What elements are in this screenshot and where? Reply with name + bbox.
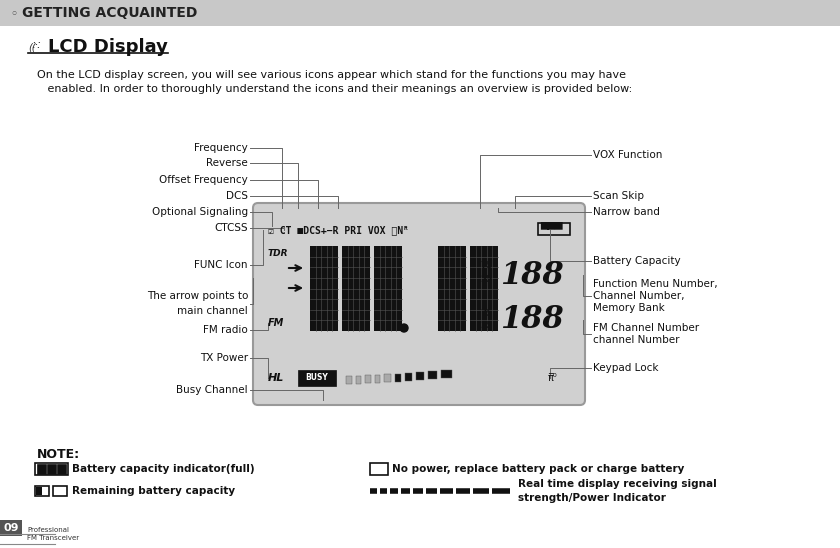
Bar <box>47 464 56 474</box>
Text: FUNC Icon: FUNC Icon <box>195 260 248 270</box>
Text: NOTE:: NOTE: <box>37 448 80 461</box>
Text: ◦: ◦ <box>10 8 17 18</box>
Text: Real time display receiving signal: Real time display receiving signal <box>518 479 717 489</box>
Bar <box>438 246 466 331</box>
Text: GETTING ACQUAINTED: GETTING ACQUAINTED <box>22 6 197 20</box>
Bar <box>298 370 336 386</box>
Text: channel Number: channel Number <box>593 335 680 345</box>
Text: BUSY: BUSY <box>306 374 328 383</box>
Text: 25: 25 <box>480 276 492 284</box>
Bar <box>310 246 338 331</box>
Bar <box>385 374 391 382</box>
Text: 09: 09 <box>3 523 18 533</box>
Text: Battery Capacity: Battery Capacity <box>593 256 680 266</box>
Text: Memory Bank: Memory Bank <box>593 303 664 313</box>
Bar <box>0 520 22 536</box>
Circle shape <box>400 324 408 332</box>
Text: Scan Skip: Scan Skip <box>593 191 644 201</box>
Text: 75: 75 <box>480 309 492 317</box>
Text: 25: 25 <box>480 322 492 330</box>
Text: Professional: Professional <box>27 527 69 533</box>
Text: 188: 188 <box>500 260 564 290</box>
Bar <box>346 376 352 384</box>
Bar <box>355 375 361 384</box>
Text: On the LCD display screen, you will see various icons appear which stand for the: On the LCD display screen, you will see … <box>37 70 626 80</box>
Text: ((: (( <box>28 42 35 52</box>
Text: TDR: TDR <box>268 248 288 258</box>
Bar <box>441 370 453 378</box>
Text: 188: 188 <box>500 305 564 335</box>
Text: LCD Display: LCD Display <box>48 38 168 56</box>
Text: FM Transceiver: FM Transceiver <box>27 535 79 541</box>
Text: 75: 75 <box>480 261 492 271</box>
Bar <box>417 372 424 380</box>
Text: ▀▀▀: ▀▀▀ <box>540 224 563 237</box>
Bar <box>35 463 68 475</box>
Bar <box>0 0 840 26</box>
Text: ⁙: ⁙ <box>30 41 40 54</box>
Bar <box>370 463 388 475</box>
Text: CTCSS: CTCSS <box>214 223 248 233</box>
Text: Battery capacity indicator(full): Battery capacity indicator(full) <box>72 464 255 474</box>
Bar <box>374 246 402 331</box>
Text: enabled. In order to thoroughly understand the icons and their meanings an overv: enabled. In order to thoroughly understa… <box>37 84 633 94</box>
Bar <box>37 464 46 474</box>
Bar <box>57 464 66 474</box>
Text: FM radio: FM radio <box>203 325 248 335</box>
Text: Keypad Lock: Keypad Lock <box>593 363 659 373</box>
Text: Narrow band: Narrow band <box>593 207 660 217</box>
Text: Frequency: Frequency <box>194 143 248 153</box>
Text: Function Menu Number,: Function Menu Number, <box>593 279 717 289</box>
Bar <box>35 486 49 496</box>
Text: Optional Signaling: Optional Signaling <box>152 207 248 217</box>
Text: π̅⁰: π̅⁰ <box>548 373 558 383</box>
Text: FM: FM <box>268 318 285 328</box>
Bar <box>342 246 370 331</box>
Text: VOX Function: VOX Function <box>593 150 663 160</box>
Text: TX Power: TX Power <box>200 353 248 363</box>
Text: Remaining battery capacity: Remaining battery capacity <box>72 486 235 496</box>
Text: main channel: main channel <box>177 306 248 316</box>
Text: HL: HL <box>268 373 285 383</box>
Bar <box>395 374 402 381</box>
Text: FM Channel Number: FM Channel Number <box>593 323 699 333</box>
Bar <box>405 373 412 381</box>
Text: ☑ CT ■DCS+−R PRI VOX ⓈNᴿ: ☑ CT ■DCS+−R PRI VOX ⓈNᴿ <box>268 225 409 235</box>
FancyBboxPatch shape <box>253 203 585 405</box>
Text: Offset Frequency: Offset Frequency <box>160 175 248 185</box>
Text: The arrow points to: The arrow points to <box>147 291 248 301</box>
Text: Busy Channel: Busy Channel <box>176 385 248 395</box>
Bar <box>53 486 67 496</box>
Text: strength/Power Indicator: strength/Power Indicator <box>518 493 666 503</box>
Bar <box>428 371 437 379</box>
Text: DCS: DCS <box>226 191 248 201</box>
Bar <box>538 223 570 235</box>
Text: Reverse: Reverse <box>207 158 248 168</box>
Text: Channel Number,: Channel Number, <box>593 291 685 301</box>
Bar <box>36 487 42 495</box>
Bar <box>375 374 381 383</box>
Bar <box>470 246 498 331</box>
Bar <box>365 375 370 383</box>
Text: No power, replace battery pack or charge battery: No power, replace battery pack or charge… <box>392 464 685 474</box>
